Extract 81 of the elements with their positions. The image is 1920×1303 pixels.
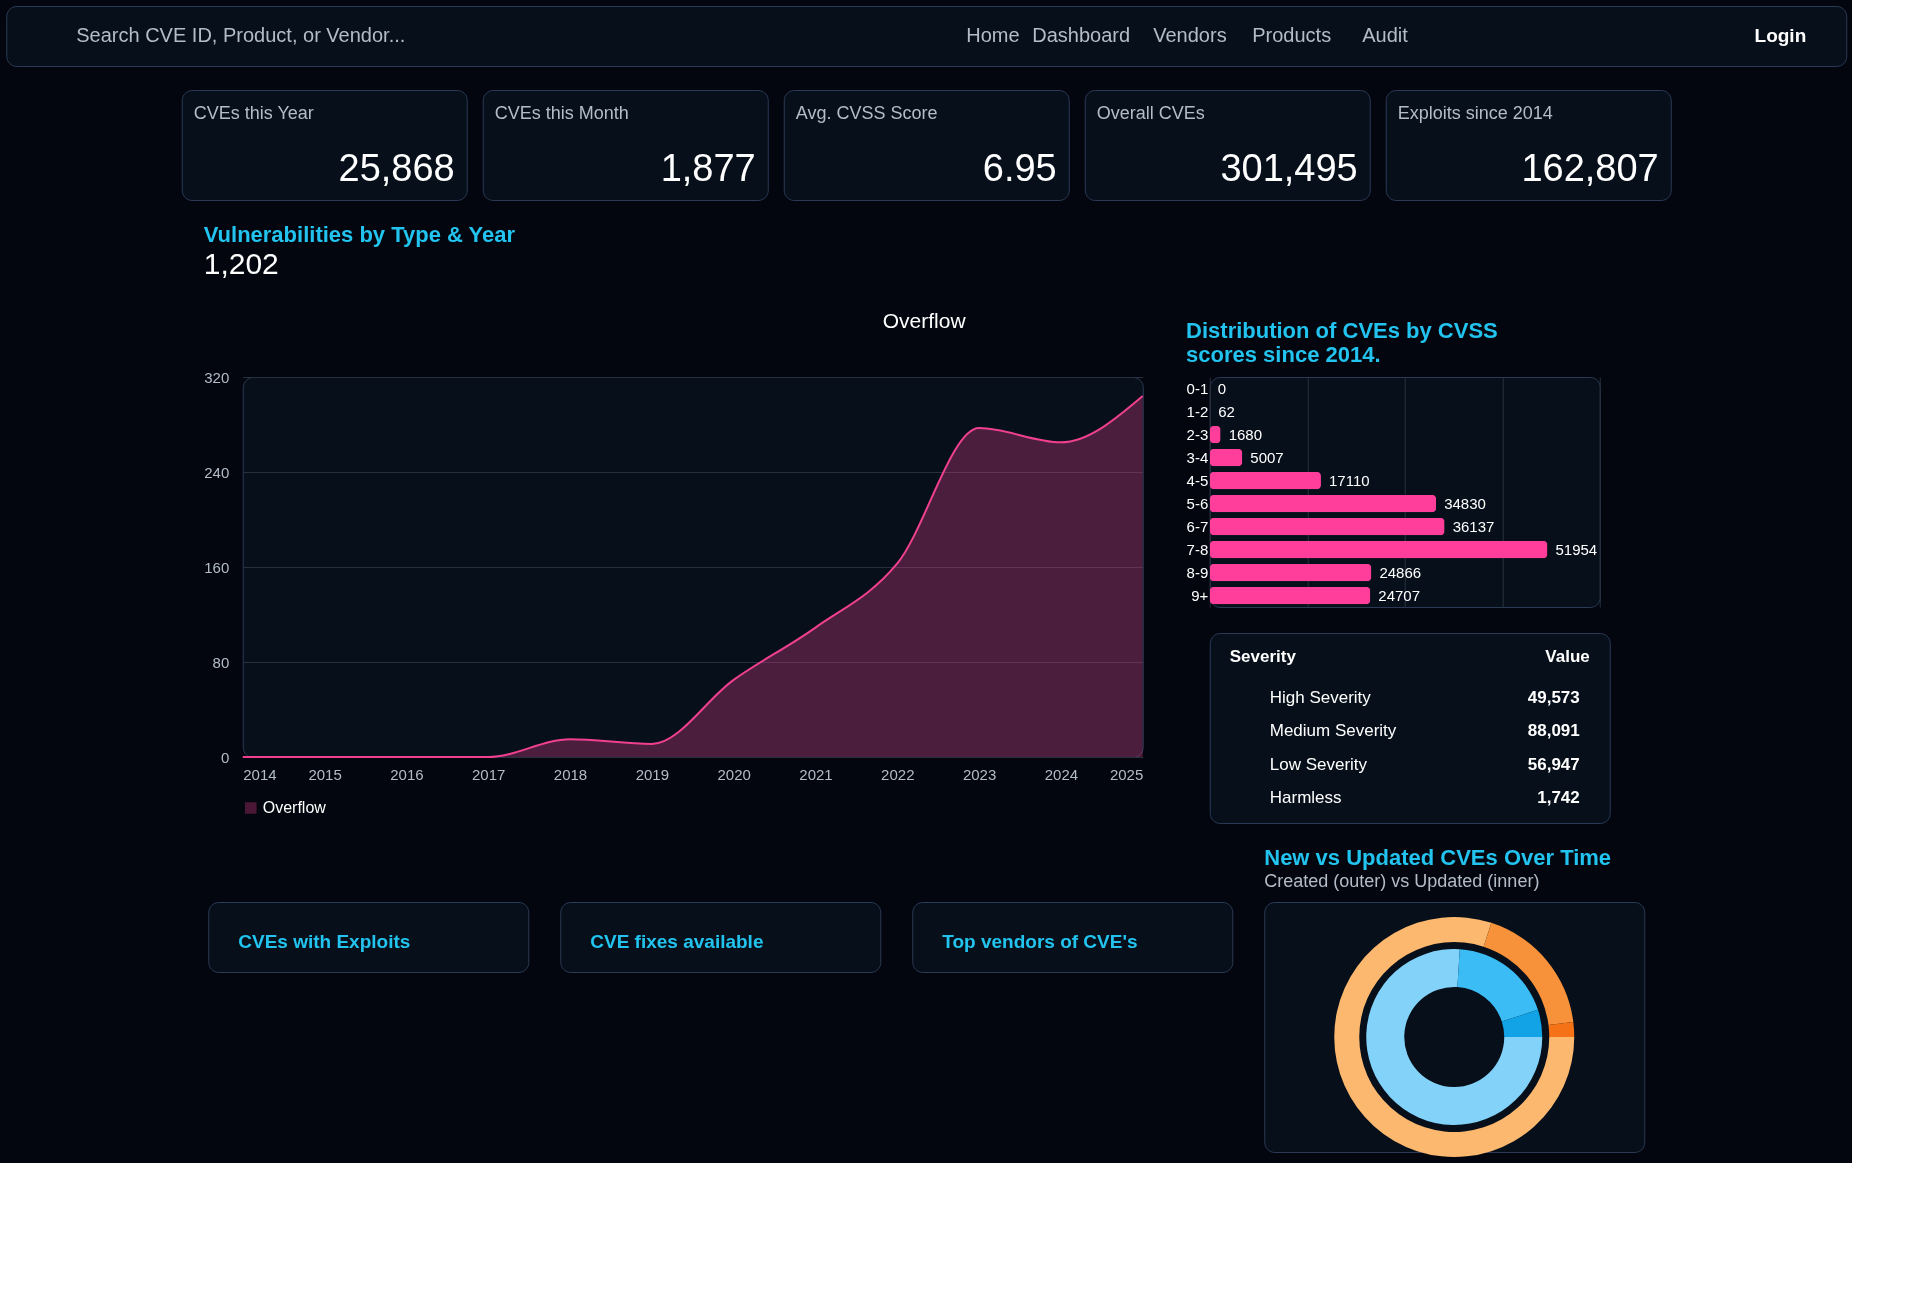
text: Top vendors of CVE's: [942, 931, 1138, 952]
category-label: High Severity: [1269, 687, 1372, 707]
data-label: 1680: [1228, 425, 1263, 443]
category-label: Harmless: [1269, 788, 1342, 808]
y-tick-label: 6-7: [1186, 517, 1209, 535]
x-tick-label: 2020: [717, 765, 751, 783]
chart-title: New vs Updated CVEs Over Time: [1264, 845, 1612, 870]
x-tick-label: 2024: [1044, 765, 1079, 783]
y-tick-label: 0: [220, 748, 230, 766]
x-tick-label: 2016: [390, 765, 424, 783]
text: Overall CVEs: [1096, 103, 1205, 123]
y-tick-label: 3-4: [1186, 448, 1209, 466]
data-label: 17110: [1328, 471, 1370, 489]
x-tick-label: 2014: [243, 765, 277, 783]
data-label: 34830: [1444, 494, 1486, 512]
y-tick-label: 8-9: [1186, 563, 1209, 581]
text: CVEs this Year: [193, 103, 314, 123]
data-label: 0: [1217, 379, 1227, 397]
data-label: 51954: [1555, 540, 1598, 558]
text: Vendors: [1153, 24, 1227, 46]
text: Avg. CVSS Score: [795, 103, 938, 123]
text: Login: [1754, 25, 1807, 46]
data-label: 56,947: [1527, 754, 1580, 774]
y-tick-label: 2-3: [1186, 425, 1209, 443]
y-tick-label: 7-8: [1186, 540, 1209, 558]
text: 162,807: [1521, 147, 1659, 189]
x-tick-label: 2022: [881, 765, 915, 783]
chart-title: Vulnerabilities by Type & Year: [203, 222, 516, 247]
data-label: 36137: [1452, 517, 1495, 535]
bar: [1209, 586, 1371, 605]
data-label: 24707: [1378, 586, 1421, 604]
text: CVE fixes available: [590, 931, 764, 952]
text: Home: [966, 24, 1020, 46]
bar: [1209, 448, 1243, 467]
data-label: 5007: [1250, 448, 1284, 466]
chart-subtitle: Created (outer) vs Updated (inner): [1264, 871, 1540, 891]
text: Value: [1545, 647, 1590, 666]
x-tick-label: 2017: [472, 765, 506, 783]
text: Exploits since 2014: [1397, 103, 1553, 123]
y-tick-label: 5-6: [1186, 494, 1209, 512]
text: Products: [1252, 24, 1332, 46]
text: Audit: [1362, 24, 1409, 46]
text: Severity: [1229, 647, 1297, 666]
legend-label: Overflow: [262, 799, 327, 816]
y-tick-label: 160: [204, 558, 230, 576]
text: Search CVE ID, Product, or Vendor...: [76, 24, 406, 46]
x-tick-label: 2019: [635, 765, 670, 783]
data-label: 24866: [1379, 563, 1422, 581]
y-tick-label: 1-2: [1186, 402, 1209, 420]
y-tick-label: 320: [204, 368, 230, 386]
category-label: Low Severity: [1269, 754, 1368, 774]
bar: [1209, 471, 1321, 490]
bar: [1209, 563, 1372, 582]
chart-title: Distribution of CVEs by CVSS scores since 2014.: [1186, 318, 1498, 367]
x-tick-label: 2015: [308, 765, 342, 783]
text: 301,495: [1220, 147, 1358, 189]
x-tick-label: 2018: [553, 765, 588, 783]
text: 25,868: [338, 147, 455, 189]
bar: [1209, 540, 1548, 559]
x-tick-label: 2025: [1109, 765, 1144, 783]
y-tick-label: 4-5: [1186, 471, 1209, 489]
chart-subtitle: 1,202: [203, 247, 279, 280]
y-tick-label: 0-1: [1186, 379, 1209, 397]
text: CVEs with Exploits: [238, 931, 411, 952]
text: 6.95: [982, 147, 1057, 189]
text: 1,877: [660, 147, 756, 189]
data-label: 62: [1218, 402, 1235, 420]
data-label: 88,091: [1527, 721, 1580, 741]
bar: [1209, 494, 1437, 513]
y-tick-label: 9+: [1191, 586, 1209, 604]
x-tick-label: 2021: [799, 765, 833, 783]
text: CVEs this Month: [494, 103, 629, 123]
category-label: Medium Severity: [1269, 721, 1397, 741]
text: Overflow: [882, 309, 967, 332]
y-tick-label: 80: [212, 653, 230, 671]
data-label: 1,742: [1537, 788, 1580, 808]
x-tick-label: 2023: [962, 765, 997, 783]
data-label: 49,573: [1527, 687, 1580, 707]
text: Dashboard: [1032, 24, 1131, 46]
y-tick-label: 240: [204, 463, 230, 481]
bar: [1209, 517, 1445, 536]
